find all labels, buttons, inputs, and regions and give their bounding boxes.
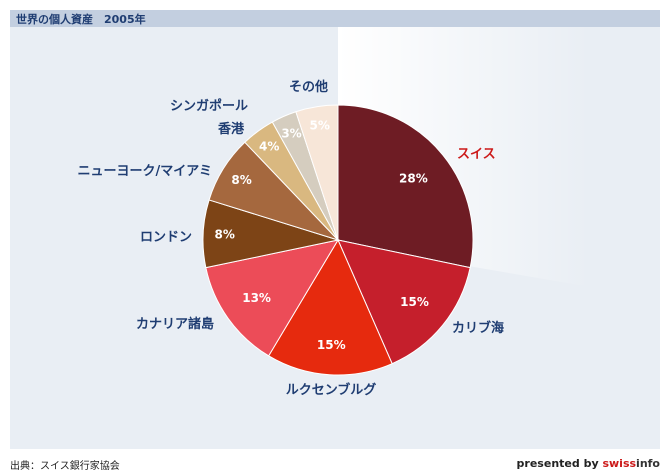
category-label: ニューヨーク/マイアミ	[78, 164, 213, 179]
category-label: その他	[289, 79, 328, 95]
category-label: スイス	[457, 147, 496, 162]
category-label: ルクセンブルグ	[286, 382, 377, 398]
pie-slice	[295, 104, 339, 241]
percent-label: 13%	[242, 291, 271, 305]
percent-label: 4%	[259, 140, 279, 154]
percent-label: 28%	[399, 172, 428, 186]
percent-label: 8%	[231, 173, 251, 187]
pie-slice	[267, 238, 393, 376]
percent-label: 5%	[310, 118, 330, 132]
percent-label: 15%	[317, 338, 346, 352]
source-note: 出典：スイス銀行家協会	[10, 461, 120, 472]
percent-label: 8%	[215, 228, 235, 242]
brand-logo-info: info	[636, 457, 660, 470]
category-label: ロンドン	[140, 230, 192, 245]
credit: presented by swissinfo	[517, 457, 660, 470]
chart-title: 世界の個人資産 2005年	[16, 13, 146, 26]
presented-by-text: presented by	[516, 457, 599, 470]
category-label: 香港	[217, 121, 245, 137]
brand-logo-swiss: swiss	[602, 457, 637, 470]
pie-slice	[337, 239, 471, 365]
pie-slice	[337, 104, 474, 269]
pie-slices	[202, 104, 474, 376]
percent-label: 15%	[400, 295, 429, 309]
pie-slice	[205, 239, 340, 357]
percent-labels: 28% 15% 15% 13% 8% 8% 4%3% 5%	[215, 118, 429, 352]
category-label: カナリア諸島	[136, 316, 214, 332]
chart-title-bar: 世界の個人資産 2005年	[10, 10, 660, 27]
chart-panel: 28% 15% 15% 13% 8% 8% 4% 3% 5% スイスカリブ海ルクセンブルグ カナリ…	[10, 27, 660, 449]
category-label: シンガポール	[170, 98, 248, 114]
category-label: カリブ海	[452, 320, 504, 336]
percent-label: 3%	[281, 127, 301, 141]
